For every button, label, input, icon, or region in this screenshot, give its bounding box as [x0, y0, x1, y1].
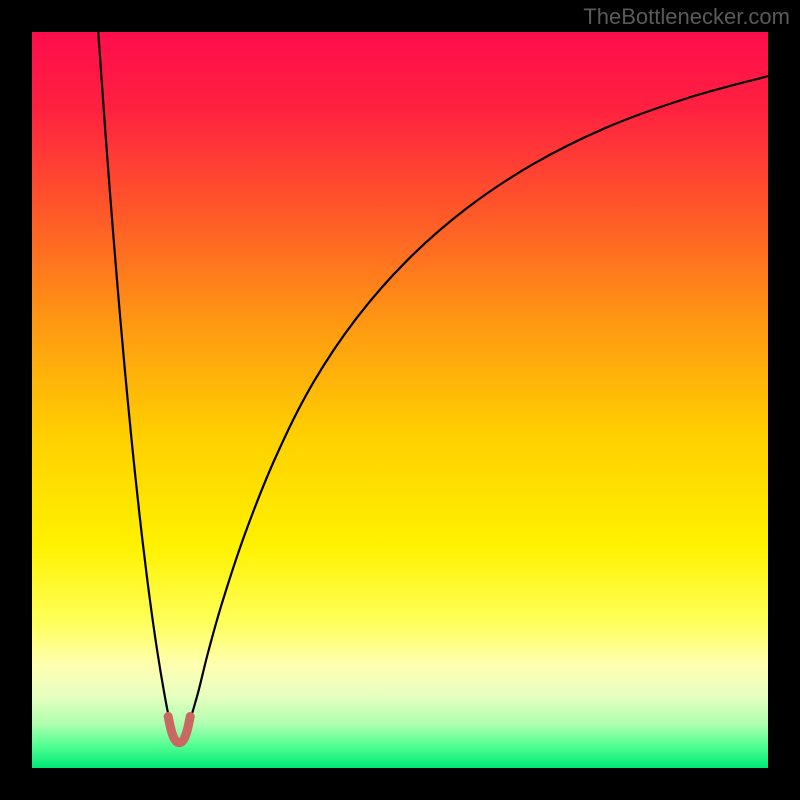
watermark-text: TheBottlenecker.com	[583, 4, 790, 30]
chart-container: TheBottlenecker.com	[0, 0, 800, 800]
plot-area	[32, 32, 768, 768]
chart-svg	[32, 32, 768, 768]
gradient-background	[32, 32, 768, 768]
